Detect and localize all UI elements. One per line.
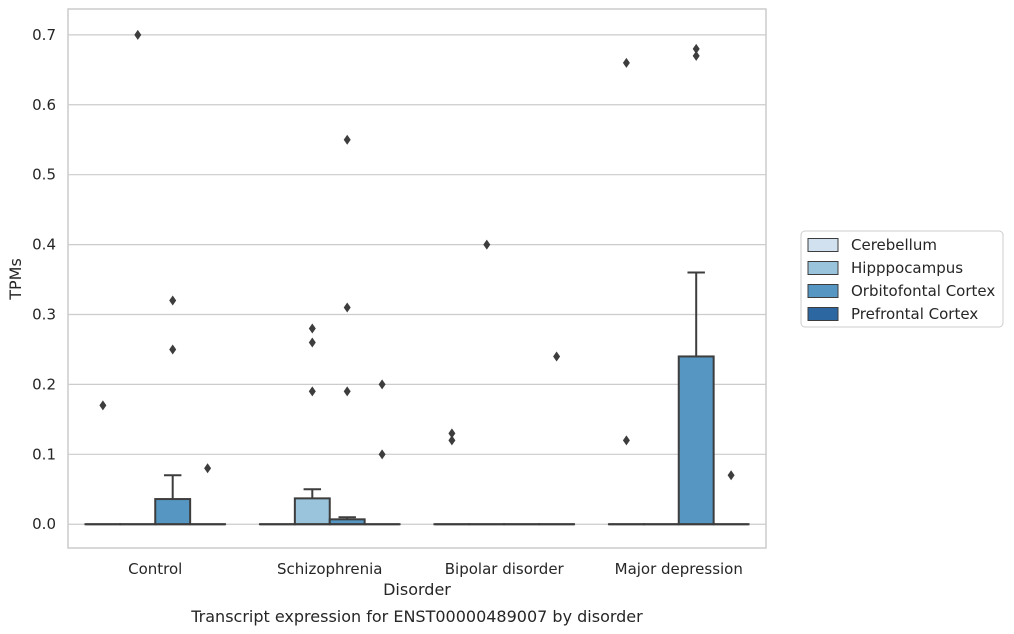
outlier-point — [134, 29, 142, 40]
outlier-point — [308, 323, 316, 334]
x-tick-label: Major depression — [615, 560, 743, 578]
outlier-point — [343, 302, 351, 313]
legend: Cerebellum Hipppocampus Orbitofontal Corte… — [800, 230, 1004, 328]
outlier-points — [99, 29, 735, 481]
y-tick-labels: 0.0 0.1 0.2 0.3 0.4 0.5 0.6 0.7 — [32, 26, 56, 533]
y-tick-label: 0.0 — [32, 515, 56, 533]
outlier-point — [204, 463, 212, 474]
box-group — [328, 516, 366, 526]
x-tick-label: Bipolar disorder — [445, 560, 565, 578]
x-axis-label: Disorder — [383, 580, 451, 599]
legend-frame — [800, 230, 1004, 328]
y-tick-label: 0.5 — [32, 166, 56, 184]
box-group — [293, 488, 331, 526]
outlier-point — [169, 344, 177, 355]
legend-label: Orbitofontal Cortex — [851, 282, 995, 300]
y-tick-label: 0.4 — [32, 236, 56, 254]
outlier-point — [553, 351, 561, 362]
outlier-point — [448, 428, 456, 439]
box-series — [84, 271, 750, 526]
outlier-point — [99, 400, 107, 411]
y-tick-label: 0.1 — [32, 445, 56, 463]
outlier-point — [622, 57, 630, 68]
outlier-point — [378, 379, 386, 390]
legend-swatch — [807, 307, 839, 321]
box-group — [154, 474, 192, 526]
legend-label: Hipppocampus — [851, 259, 963, 277]
outlier-point — [622, 435, 630, 446]
y-tick-label: 0.3 — [32, 306, 56, 324]
outlier-point — [169, 295, 177, 306]
outlier-point — [692, 43, 700, 54]
legend-label: Cerebellum — [851, 236, 937, 254]
outlier-point — [378, 449, 386, 460]
y-tick-label: 0.6 — [32, 96, 56, 114]
outlier-point — [308, 386, 316, 397]
x-tick-label: Control — [128, 560, 182, 578]
box — [293, 497, 331, 526]
outlier-point — [343, 386, 351, 397]
y-tick-label: 0.7 — [32, 26, 56, 44]
outlier-point — [343, 134, 351, 145]
legend-swatch — [807, 261, 839, 275]
legend-swatch — [807, 238, 839, 252]
chart-caption: Transcript expression for ENST0000048900… — [190, 607, 643, 626]
legend-swatch — [807, 284, 839, 298]
box — [154, 498, 192, 526]
legend-label: Prefrontal Cortex — [851, 305, 978, 323]
outlier-point — [727, 470, 735, 481]
box — [677, 355, 715, 526]
y-axis-label: TPMs — [6, 258, 25, 301]
x-tick-labels: Control Schizophrenia Bipolar disorder Majo… — [128, 560, 743, 578]
plot-frame — [67, 8, 767, 549]
x-tick-label: Schizophrenia — [277, 560, 382, 578]
y-tick-label: 0.2 — [32, 375, 56, 393]
outlier-point — [692, 50, 700, 61]
outlier-point — [448, 435, 456, 446]
outlier-point — [308, 337, 316, 348]
grid-lines — [68, 34, 766, 525]
outlier-point — [483, 239, 491, 250]
box-group — [677, 271, 715, 526]
